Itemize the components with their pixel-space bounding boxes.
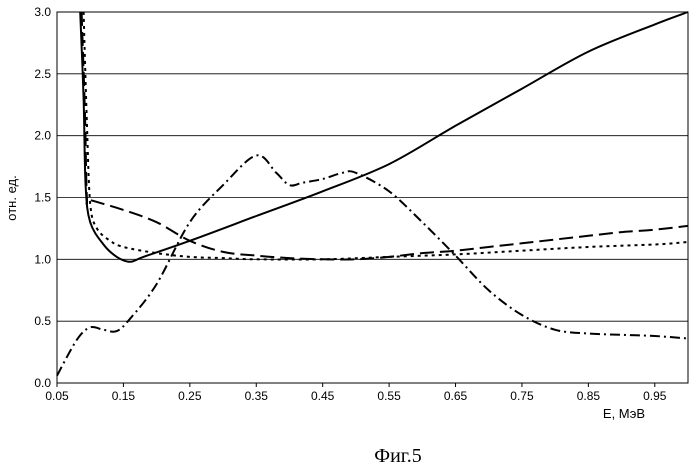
x-tick-labels: 0.05 0.15 0.25 0.35 0.45 0.55 0.65 0.75 0.85 0.95: [45, 383, 666, 403]
x-tick-label: 0.85: [577, 389, 601, 403]
series-line-dash-dot: [57, 155, 688, 375]
x-tick-label: 0.95: [643, 389, 667, 403]
x-tick-label: 0.45: [311, 389, 335, 403]
y-tick-label: 0.0: [34, 376, 51, 390]
y-tick-label: 3.0: [34, 5, 51, 19]
x-axis-label: E, МэВ: [603, 406, 645, 421]
y-tick-label: 1.5: [34, 191, 51, 205]
x-tick-label: 0.15: [112, 389, 136, 403]
x-tick-label: 0.35: [245, 389, 269, 403]
x-tick-label: 0.25: [178, 389, 202, 403]
y-tick-labels: 0.0 0.5 1.0 1.5 2.0 2.5 3.0: [34, 5, 51, 390]
y-tick-label: 0.5: [34, 314, 51, 328]
y-tick-label: 2.0: [34, 129, 51, 143]
figure-caption: Фиг.5: [374, 445, 421, 467]
x-tick-label: 0.05: [45, 389, 69, 403]
series-line-solid: [80, 12, 688, 262]
x-tick-label: 0.65: [444, 389, 468, 403]
y-tick-label: 2.5: [34, 67, 51, 81]
grid-lines: [57, 74, 688, 321]
x-tick-label: 0.55: [377, 389, 401, 403]
y-tick-label: 1.0: [34, 252, 51, 266]
y-axis-label: отн. ед.: [4, 175, 19, 220]
x-tick-label: 0.75: [510, 389, 534, 403]
